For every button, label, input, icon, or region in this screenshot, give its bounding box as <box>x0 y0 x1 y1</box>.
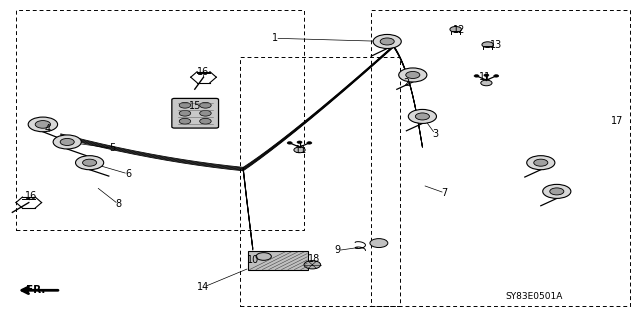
Circle shape <box>482 42 493 48</box>
Text: 9: 9 <box>335 245 341 256</box>
Circle shape <box>550 188 564 195</box>
Text: 13: 13 <box>490 40 502 50</box>
Circle shape <box>399 68 427 82</box>
Circle shape <box>493 75 499 77</box>
Text: 18: 18 <box>307 254 320 264</box>
FancyBboxPatch shape <box>248 251 308 270</box>
Circle shape <box>60 138 74 145</box>
Circle shape <box>380 38 394 45</box>
Circle shape <box>543 184 571 198</box>
Text: 16: 16 <box>197 67 210 77</box>
Circle shape <box>179 102 191 108</box>
Text: 14: 14 <box>197 282 210 292</box>
Text: 8: 8 <box>115 199 122 209</box>
Circle shape <box>408 109 436 123</box>
Text: 11: 11 <box>479 71 492 82</box>
Circle shape <box>415 113 429 120</box>
Circle shape <box>35 121 51 128</box>
Circle shape <box>179 118 191 124</box>
Circle shape <box>256 253 271 260</box>
Text: 16: 16 <box>24 191 37 201</box>
Circle shape <box>406 71 420 78</box>
Circle shape <box>28 117 58 132</box>
FancyBboxPatch shape <box>172 98 218 128</box>
Text: 15: 15 <box>189 101 202 111</box>
Circle shape <box>534 159 548 166</box>
Circle shape <box>307 142 312 144</box>
Text: 1: 1 <box>272 33 278 43</box>
Circle shape <box>200 110 211 116</box>
Circle shape <box>297 141 302 144</box>
Circle shape <box>481 80 492 86</box>
Circle shape <box>527 156 555 170</box>
Text: 12: 12 <box>453 25 466 35</box>
Circle shape <box>373 34 401 48</box>
Circle shape <box>76 156 104 170</box>
Text: 5: 5 <box>109 143 115 153</box>
Circle shape <box>200 102 211 108</box>
Circle shape <box>450 26 461 32</box>
Circle shape <box>83 159 97 166</box>
Text: 10: 10 <box>246 255 259 265</box>
Circle shape <box>484 74 489 77</box>
Text: 2: 2 <box>403 78 410 88</box>
Text: 4: 4 <box>45 124 51 134</box>
Text: 17: 17 <box>611 116 624 126</box>
Text: FR.: FR. <box>26 285 45 295</box>
Text: 11: 11 <box>294 145 307 155</box>
Circle shape <box>370 239 388 248</box>
Text: 3: 3 <box>432 129 438 139</box>
Circle shape <box>53 135 81 149</box>
Text: SY83E0501A: SY83E0501A <box>506 292 563 300</box>
Text: 6: 6 <box>125 169 131 179</box>
Circle shape <box>294 147 305 153</box>
Circle shape <box>474 75 479 77</box>
Circle shape <box>304 261 321 269</box>
Text: 7: 7 <box>442 188 448 198</box>
Circle shape <box>287 142 292 144</box>
Circle shape <box>179 110 191 116</box>
Circle shape <box>200 118 211 124</box>
